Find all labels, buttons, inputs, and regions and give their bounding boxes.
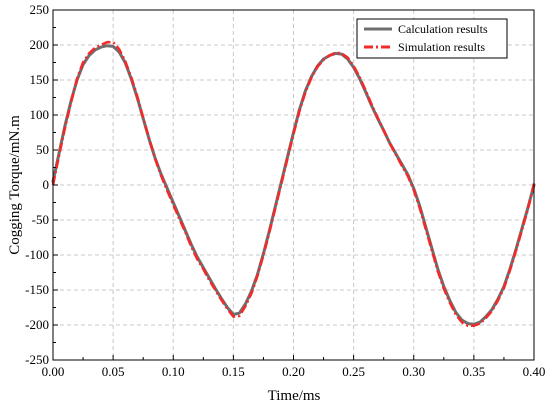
- y-tick-label: 50: [36, 142, 49, 157]
- y-tick-label: 150: [30, 72, 50, 87]
- y-axis-ticks: 250 200 150 100 50 0 -50 -100 -150 -200 -250: [25, 2, 58, 367]
- y-tick-label: 250: [30, 2, 50, 17]
- legend: Calculation results Simulation results: [356, 18, 508, 59]
- x-tick-label: 0.20: [282, 364, 305, 379]
- y-tick-label: -100: [25, 247, 49, 262]
- x-tick-label: 0.05: [102, 364, 125, 379]
- x-tick-label: 0.25: [342, 364, 365, 379]
- y-axis-title: Cogging Torque/mN.m: [7, 115, 23, 255]
- x-tick-label: 0.10: [162, 364, 185, 379]
- y-tick-label: 0: [43, 177, 50, 192]
- plot-series: [51, 40, 536, 328]
- legend-label-calculation: Calculation results: [398, 22, 488, 36]
- y-tick-label: 200: [30, 37, 50, 52]
- y-tick-label: 100: [30, 107, 50, 122]
- y-tick-label: -200: [25, 317, 49, 332]
- x-axis-ticks: 0.00 0.05 0.10 0.15 0.20 0.25 0.30 0.35 0.40: [42, 355, 546, 379]
- x-tick-label: 0.15: [222, 364, 245, 379]
- x-tick-label: 0.30: [402, 364, 425, 379]
- x-tick-label: 0.40: [523, 364, 546, 379]
- series-line-simulation: [51, 40, 536, 328]
- x-tick-label: 0.00: [42, 364, 65, 379]
- legend-box: [356, 18, 508, 59]
- y-tick-label: -250: [25, 352, 49, 367]
- x-axis-title: Time/ms: [268, 388, 321, 404]
- y-tick-label: -50: [32, 212, 49, 227]
- y-tick-label: -150: [25, 282, 49, 297]
- legend-label-simulation: Simulation results: [398, 40, 485, 54]
- x-tick-label: 0.35: [463, 364, 486, 379]
